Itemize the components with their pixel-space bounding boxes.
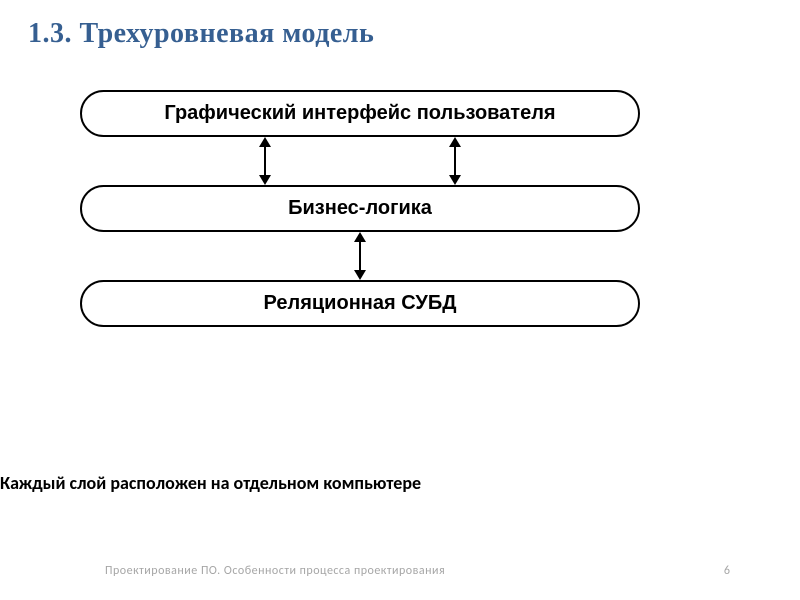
connector-gui-logic [80,137,640,185]
layer-rdbms: Реляционная СУБД [80,280,640,327]
connector-logic-rdbms [80,232,640,280]
layer-business-logic: Бизнес-логика [80,185,640,232]
double-arrow-icon [445,137,465,185]
layer-gui: Графический интерфейс пользователя [80,90,640,137]
slide-caption: Каждый слой расположен на отдельном комп… [0,472,421,494]
double-arrow-icon [350,232,370,280]
three-tier-diagram: Графический интерфейс пользователя Бизне… [80,90,640,327]
footer-text: Проектирование ПО. Особенности процесса … [105,564,445,578]
slide-title: 1.3. Трехуровневая модель [28,18,374,50]
double-arrow-icon [255,137,275,185]
page-number: 6 [724,564,730,578]
